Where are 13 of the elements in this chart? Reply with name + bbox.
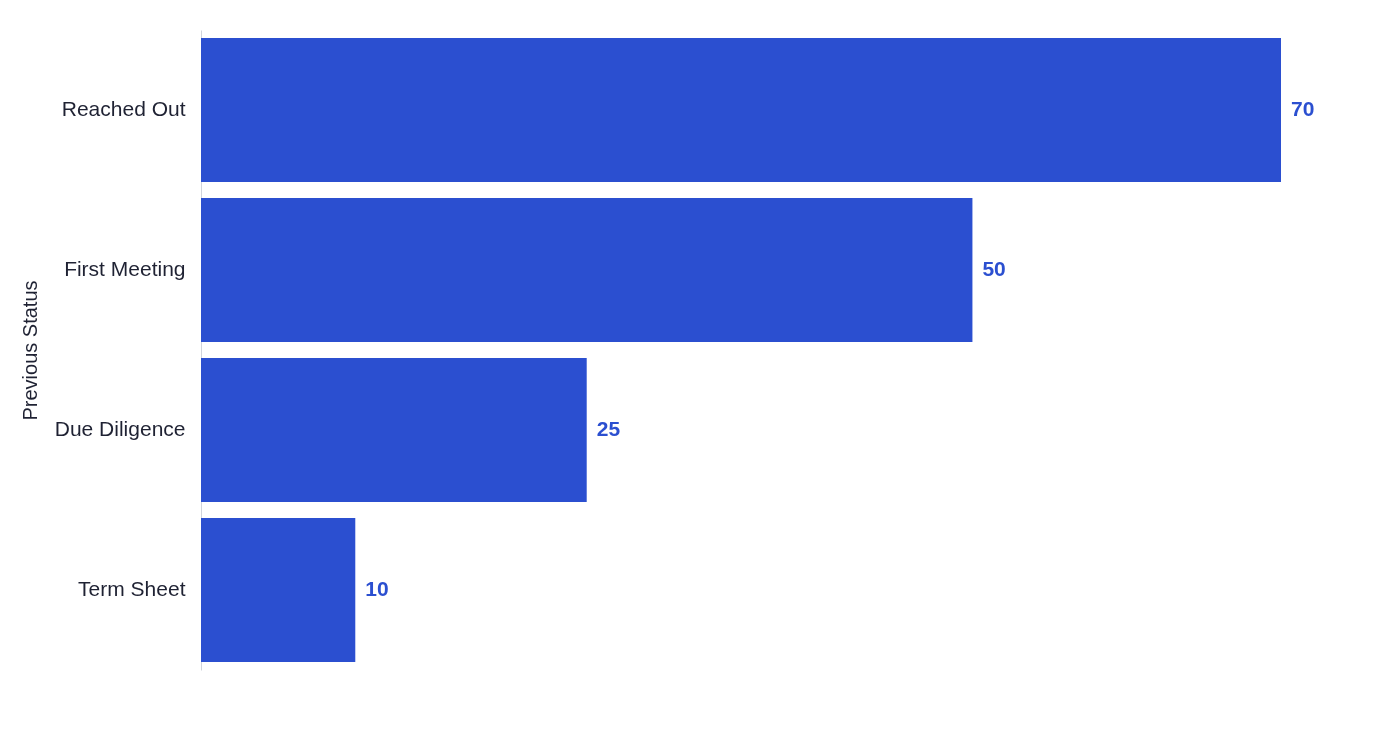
data-label: 70 <box>1291 97 1315 120</box>
bar <box>201 518 356 662</box>
data-label: 25 <box>596 417 621 440</box>
bar <box>201 358 587 502</box>
data-label: 50 <box>982 257 1006 280</box>
y-tick-label: First Meeting <box>64 257 186 280</box>
y-axis-title: Previous Status <box>18 280 41 421</box>
bar <box>201 38 1281 182</box>
y-tick-label: Reached Out <box>61 97 186 120</box>
data-label: 10 <box>365 577 389 600</box>
y-tick-label: Term Sheet <box>78 577 186 600</box>
bar <box>201 198 973 342</box>
y-tick-label: Due Diligence <box>54 417 186 440</box>
